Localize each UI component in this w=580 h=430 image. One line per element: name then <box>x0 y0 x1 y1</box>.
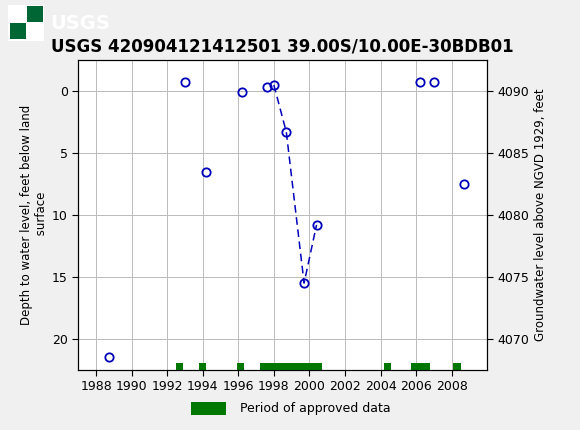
Bar <box>8 5 44 41</box>
Y-axis label: Groundwater level above NGVD 1929, feet: Groundwater level above NGVD 1929, feet <box>534 89 547 341</box>
Bar <box>10 23 26 39</box>
Bar <box>176 363 183 370</box>
Text: USGS: USGS <box>50 14 110 33</box>
Title: USGS 420904121412501 39.00S/10.00E-30BDB01: USGS 420904121412501 39.00S/10.00E-30BDB… <box>52 38 514 56</box>
Bar <box>10 6 26 22</box>
Bar <box>27 23 43 39</box>
Bar <box>411 363 430 370</box>
Bar <box>384 363 391 370</box>
Y-axis label: Depth to water level, feet below land
 surface: Depth to water level, feet below land su… <box>20 105 48 325</box>
Text: Period of approved data: Period of approved data <box>232 402 390 415</box>
Bar <box>454 363 461 370</box>
Bar <box>199 363 206 370</box>
Bar <box>191 402 226 415</box>
Bar <box>27 6 43 22</box>
Bar <box>260 363 322 370</box>
Bar <box>237 363 244 370</box>
